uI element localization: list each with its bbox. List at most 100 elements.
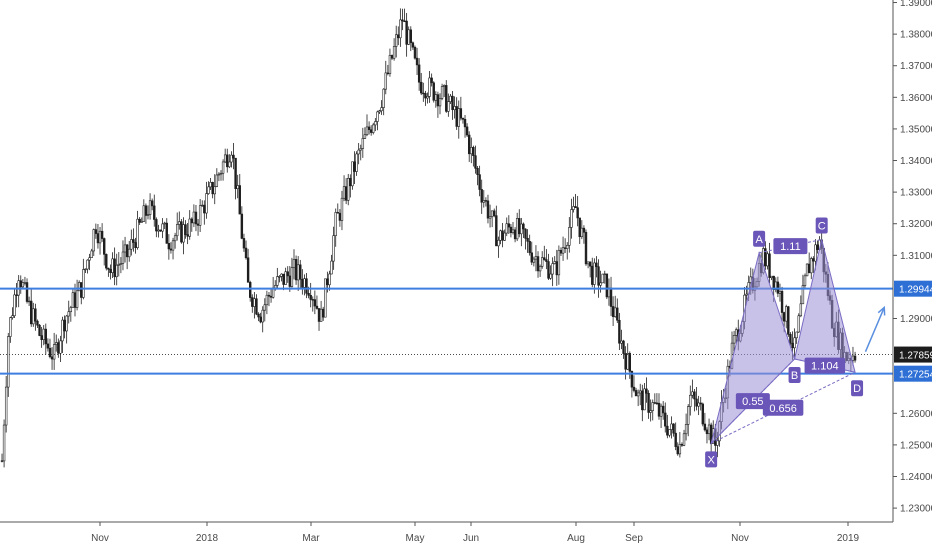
candle (576, 195, 579, 227)
candle (4, 375, 8, 433)
candle (417, 58, 421, 91)
candle (693, 388, 696, 412)
candle (265, 290, 269, 315)
candle (236, 174, 239, 199)
candle (488, 204, 492, 228)
candle (785, 304, 788, 329)
pattern-point-a[interactable]: A (753, 230, 766, 247)
candle (190, 217, 193, 232)
candle (659, 403, 663, 429)
candle (69, 305, 73, 322)
projection-arrow[interactable] (864, 305, 886, 352)
candle (303, 274, 306, 296)
candle (113, 247, 116, 286)
candle (0, 453, 4, 463)
candle (522, 222, 525, 238)
candle (649, 399, 652, 422)
candle (465, 123, 469, 138)
candle (161, 218, 164, 239)
candle (386, 64, 390, 76)
pattern-point-c[interactable]: C (815, 217, 828, 234)
candle (192, 204, 196, 228)
candle (810, 256, 813, 280)
candle (540, 251, 544, 269)
candle (36, 319, 39, 329)
candle (803, 273, 807, 288)
candle (732, 330, 736, 352)
x-tick-label-6: Aug (567, 533, 585, 544)
candle (376, 110, 379, 131)
candle (597, 259, 600, 298)
candle (799, 295, 803, 318)
candle (768, 242, 771, 284)
pattern-triangle-bcd[interactable] (793, 239, 856, 373)
candle (509, 224, 513, 238)
candle (355, 151, 358, 176)
candle (553, 256, 556, 265)
y-tick-label-11: 1.26000 (900, 409, 932, 420)
candle (29, 289, 33, 327)
pattern-point-x[interactable]: X (705, 451, 718, 468)
candle (296, 256, 300, 291)
candle (413, 45, 417, 60)
candle (103, 237, 106, 266)
candle (305, 273, 308, 299)
candle (15, 282, 18, 308)
x-tick-label-1: Nov (91, 533, 109, 544)
candle (134, 237, 137, 254)
candle (221, 159, 225, 181)
candle (705, 427, 709, 444)
candle (365, 114, 369, 137)
candle (780, 286, 784, 322)
candle (478, 165, 481, 197)
candle (588, 261, 592, 278)
candle (532, 256, 536, 267)
candle (547, 253, 550, 281)
candle (607, 278, 611, 306)
candle (80, 282, 83, 305)
x-tick-label-2: 2018 (196, 533, 219, 544)
svg-text:1.104: 1.104 (811, 361, 839, 373)
price-tag-1.27254: 1.27254 (894, 365, 932, 382)
y-tick-label-9: 1.31000 (900, 251, 932, 262)
candle (369, 125, 373, 136)
candle (372, 122, 375, 135)
candle (209, 177, 212, 191)
candle (697, 395, 700, 416)
candle (630, 370, 634, 398)
y-tick-label-12: 1.25000 (900, 440, 932, 451)
candle (71, 289, 75, 308)
candle (136, 210, 139, 250)
candle (107, 267, 110, 277)
candle (561, 236, 565, 261)
candle (334, 208, 337, 247)
candle (153, 194, 156, 227)
candle (178, 211, 181, 230)
candle (203, 200, 206, 225)
candle (605, 273, 609, 300)
candle (130, 229, 133, 256)
candle (42, 325, 45, 346)
pattern-point-d[interactable]: D (851, 380, 864, 397)
candle (426, 92, 429, 104)
candle (117, 252, 121, 277)
candle (324, 278, 327, 318)
candle (686, 404, 690, 437)
candle (499, 229, 502, 245)
candle (586, 261, 590, 269)
candle (171, 237, 175, 260)
pattern-point-b[interactable]: B (788, 366, 801, 383)
candle (92, 228, 95, 257)
candle (363, 127, 367, 139)
ratio-label-1: 0.55 (735, 393, 770, 410)
candle (574, 193, 577, 208)
candle (269, 288, 273, 303)
candle (584, 229, 588, 266)
ratio-label-2: 1.11 (773, 238, 808, 255)
candle (169, 242, 173, 254)
candle (388, 48, 392, 77)
candle (449, 94, 452, 104)
candle (401, 8, 404, 31)
candle (655, 393, 659, 405)
